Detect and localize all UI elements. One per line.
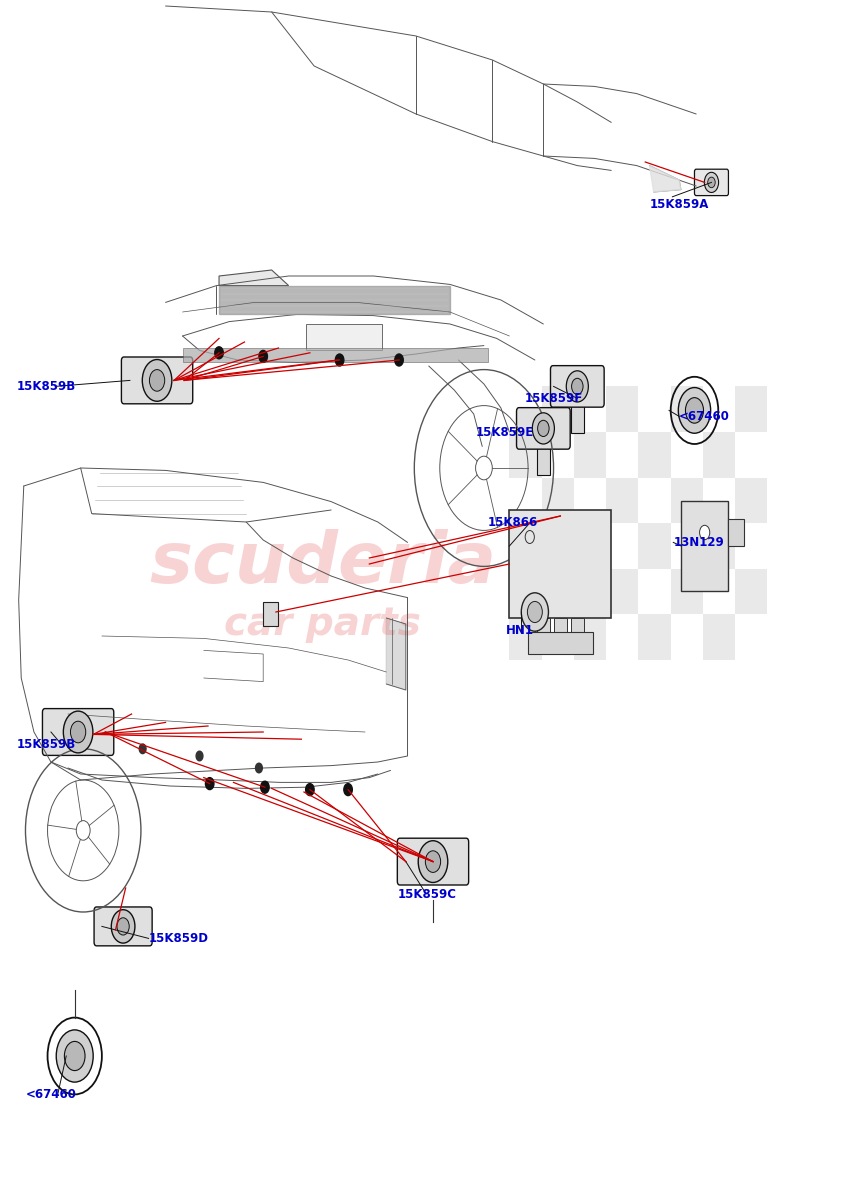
Text: 13N129: 13N129 [673,536,724,548]
Circle shape [259,350,267,362]
Bar [728,518,745,546]
Circle shape [256,763,262,773]
FancyBboxPatch shape [121,356,193,403]
Text: <67460: <67460 [679,410,730,422]
FancyBboxPatch shape [694,169,728,196]
Circle shape [261,781,269,793]
Circle shape [571,378,583,395]
Bar [681,502,728,590]
Polygon shape [649,166,681,192]
Circle shape [532,413,554,444]
Bar [671,569,703,614]
Circle shape [196,751,203,761]
Bar [509,432,542,478]
Circle shape [527,601,543,623]
Bar [263,602,278,626]
Text: 15K859A: 15K859A [649,198,709,210]
Circle shape [149,370,165,391]
Bar [606,569,638,614]
Circle shape [521,593,548,631]
Bar [606,478,638,523]
Bar [509,510,611,618]
Text: 15K859F: 15K859F [525,392,583,404]
Circle shape [678,388,711,433]
Text: 15K859B: 15K859B [17,738,76,750]
Bar [528,632,593,654]
Bar [574,432,606,478]
Text: 15K859B: 15K859B [17,380,76,392]
Circle shape [306,784,314,796]
Bar [542,569,574,614]
Circle shape [685,397,704,424]
Text: <67460: <67460 [25,1088,76,1100]
Circle shape [56,1030,93,1082]
Polygon shape [219,270,289,286]
Bar [509,523,542,569]
Bar [638,432,671,478]
Bar [638,614,671,660]
FancyBboxPatch shape [42,708,114,756]
Bar [306,324,382,350]
Circle shape [205,778,214,790]
FancyBboxPatch shape [516,408,571,449]
Circle shape [708,178,715,187]
Circle shape [64,712,93,752]
Circle shape [705,173,718,192]
Circle shape [344,784,352,796]
Bar [509,614,542,660]
Circle shape [566,371,588,402]
Bar [537,428,550,475]
FancyBboxPatch shape [94,907,152,946]
Bar [542,478,574,523]
Bar [735,386,767,432]
Polygon shape [386,618,406,690]
Bar [703,523,735,569]
Bar [735,569,767,614]
Bar [735,478,767,523]
Text: 15K859C: 15K859C [397,888,456,900]
Bar [606,386,638,432]
Circle shape [537,420,549,437]
Circle shape [395,354,403,366]
Bar [671,478,703,523]
Circle shape [215,347,223,359]
Bar [571,386,584,433]
Circle shape [335,354,344,366]
FancyBboxPatch shape [397,839,469,886]
Text: 15K859E: 15K859E [475,426,534,438]
Circle shape [425,851,441,872]
Polygon shape [219,286,450,314]
Text: car parts: car parts [224,605,421,643]
Circle shape [70,721,86,743]
Text: HN1: HN1 [506,624,534,636]
Text: 15K866: 15K866 [488,516,538,528]
Circle shape [117,918,129,935]
Bar [574,523,606,569]
Bar [574,614,606,660]
Circle shape [700,526,710,540]
Circle shape [139,744,146,754]
Text: 15K859D: 15K859D [149,932,209,944]
Circle shape [419,841,447,882]
Bar [703,432,735,478]
Circle shape [65,1042,85,1070]
Bar [571,618,584,640]
Bar [671,386,703,432]
Circle shape [111,910,135,943]
Bar [638,523,671,569]
FancyBboxPatch shape [550,366,604,407]
Circle shape [143,360,171,401]
Bar [183,348,488,362]
Bar [542,386,574,432]
Bar [554,618,567,640]
Bar [703,614,735,660]
Text: scuderia: scuderia [149,529,496,599]
Bar [537,618,550,640]
